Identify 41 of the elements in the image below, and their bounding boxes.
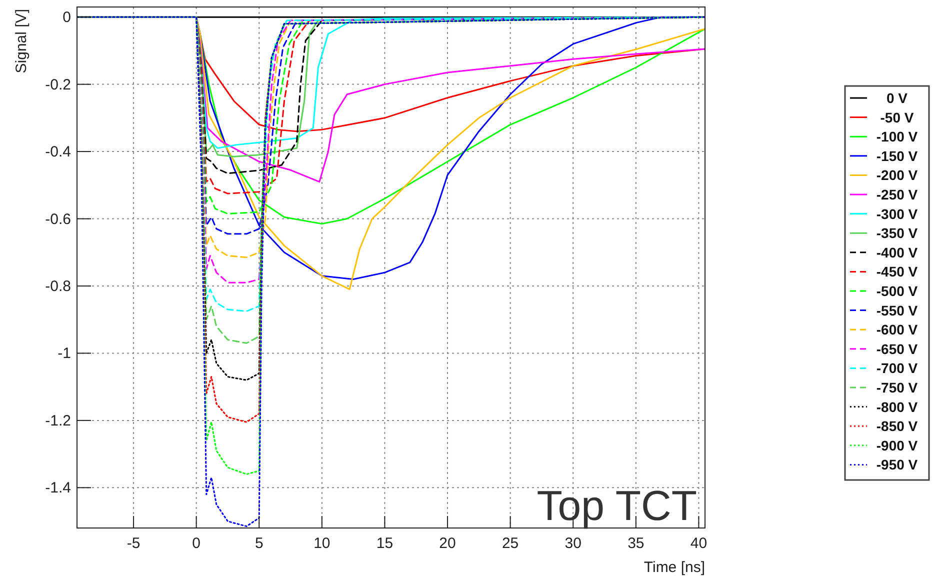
- x-tick-label: 40: [690, 535, 708, 552]
- legend-label: -500 V: [876, 283, 918, 299]
- x-tick-label: 25: [502, 535, 519, 552]
- legend-label: -650 V: [876, 340, 918, 357]
- y-tick-label: -0.2: [45, 76, 71, 94]
- legend-label: -600 V: [876, 322, 918, 338]
- legend-label: -700 V: [876, 360, 918, 376]
- x-tick-label: 5: [254, 535, 264, 552]
- legend-label: 0 V: [886, 90, 908, 106]
- legend-label: -850 V: [876, 418, 918, 434]
- legend-label: -350 V: [876, 225, 918, 242]
- legend-label: -550 V: [876, 302, 918, 318]
- y-tick-label: -0.6: [45, 210, 71, 228]
- legend-label: -300 V: [876, 206, 918, 222]
- legend-label: -150 V: [876, 148, 918, 164]
- y-tick-label: -1.2: [45, 412, 71, 430]
- x-tick-label: 30: [564, 535, 582, 552]
- legend-label: -800 V: [876, 398, 918, 415]
- x-tick-label: 15: [376, 535, 394, 552]
- legend-label: -250 V: [876, 186, 918, 202]
- legend-label: -750 V: [876, 380, 918, 396]
- y-tick-label: -1.4: [45, 480, 71, 497]
- x-tick-label: 10: [314, 535, 330, 552]
- legend-label: -400 V: [876, 244, 918, 260]
- x-tick-label: 35: [628, 535, 644, 552]
- y-tick-label: -1: [58, 345, 71, 362]
- legend-label: -100 V: [876, 128, 918, 145]
- y-tick-label: -0.8: [45, 278, 71, 295]
- x-tick-label: 20: [439, 535, 456, 552]
- legend-label: -450 V: [876, 264, 918, 280]
- x-tick-label: -5: [126, 535, 140, 552]
- y-tick-label: -0.4: [45, 144, 71, 161]
- x-tick-label: 0: [192, 535, 200, 552]
- legend-label: -200 V: [876, 167, 918, 184]
- x-axis-title: Time [ns]: [644, 559, 705, 576]
- y-tick-label: 0: [62, 9, 71, 26]
- legend-label: -950 V: [876, 456, 918, 473]
- legend-label: -900 V: [876, 437, 918, 454]
- y-axis-title: Signal [V]: [13, 9, 30, 74]
- annotation: Top TCT: [536, 482, 697, 529]
- legend-label: -50 V: [880, 109, 914, 126]
